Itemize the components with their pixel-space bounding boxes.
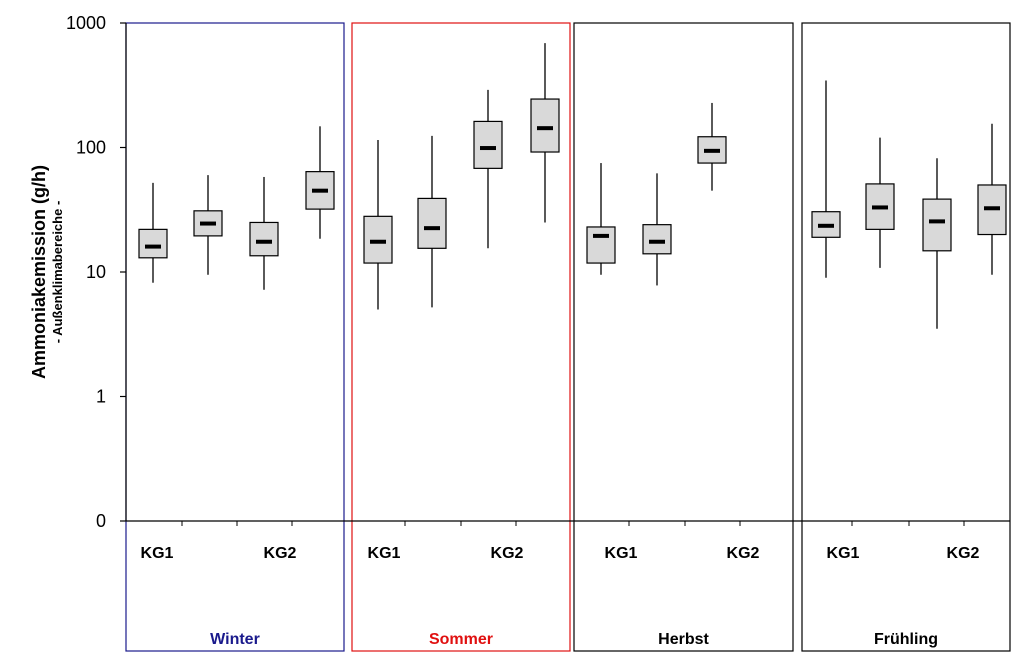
season-label-2: Sommer	[429, 631, 493, 648]
iqr-box	[586, 226, 616, 264]
box-sommer-1	[363, 139, 393, 310]
season-label-4: Frühling	[874, 631, 938, 648]
iqr-box	[642, 224, 672, 255]
y-tick-label: 100	[76, 138, 106, 158]
iqr-box	[922, 198, 952, 252]
iqr-box	[417, 197, 447, 249]
season-frame-2	[351, 22, 571, 652]
box-winter-2	[193, 175, 223, 275]
group-label-kg1: KG1	[368, 545, 401, 562]
iqr-box	[138, 228, 168, 259]
iqr-box	[530, 98, 560, 153]
box-winter-1	[138, 182, 168, 283]
y-axis-subtitle: - Außenklimabereiche -	[50, 201, 65, 344]
season-label-1: Winter	[210, 631, 260, 648]
y-tick-label: 0	[96, 511, 106, 531]
season-frames	[125, 22, 1011, 652]
box-frühling-2	[865, 137, 895, 268]
group-label-kg2: KG2	[491, 545, 524, 562]
box-herbst-2	[642, 173, 672, 286]
box-frühling-4	[977, 123, 1007, 275]
box-frühling-3	[922, 158, 952, 329]
box-plots	[138, 43, 1007, 329]
group-label-kg1: KG1	[827, 545, 860, 562]
iqr-box	[473, 120, 503, 169]
y-axis-title: Ammoniakemission (g/h)	[29, 165, 49, 379]
box-sommer-4	[530, 43, 560, 223]
box-winter-4	[305, 126, 335, 239]
box-herbst-1	[586, 163, 616, 275]
season-frame-3	[573, 22, 794, 652]
iqr-box	[811, 211, 841, 238]
category-labels: KG1 KG2 Winter KG1 KG2 Sommer KG1 KG2 Herbst KG1 K…	[141, 545, 980, 648]
y-tick-label: 1000	[66, 13, 106, 33]
iqr-box	[249, 221, 279, 257]
group-label-kg1: KG1	[141, 545, 174, 562]
group-label-kg1: KG1	[605, 545, 638, 562]
season-frame-4	[801, 22, 1011, 652]
box-sommer-2	[417, 135, 447, 308]
season-label-3: Herbst	[658, 631, 709, 648]
box-sommer-3	[473, 89, 503, 249]
y-tick-label: 1	[96, 387, 106, 407]
group-label-kg2: KG2	[947, 545, 980, 562]
box-frühling-1	[811, 80, 841, 278]
box-herbst-3	[697, 102, 727, 191]
iqr-box	[363, 215, 393, 264]
y-tick-label: 10	[86, 262, 106, 282]
box-winter-3	[249, 176, 279, 290]
group-label-kg2: KG2	[727, 545, 760, 562]
group-label-kg2: KG2	[264, 545, 297, 562]
